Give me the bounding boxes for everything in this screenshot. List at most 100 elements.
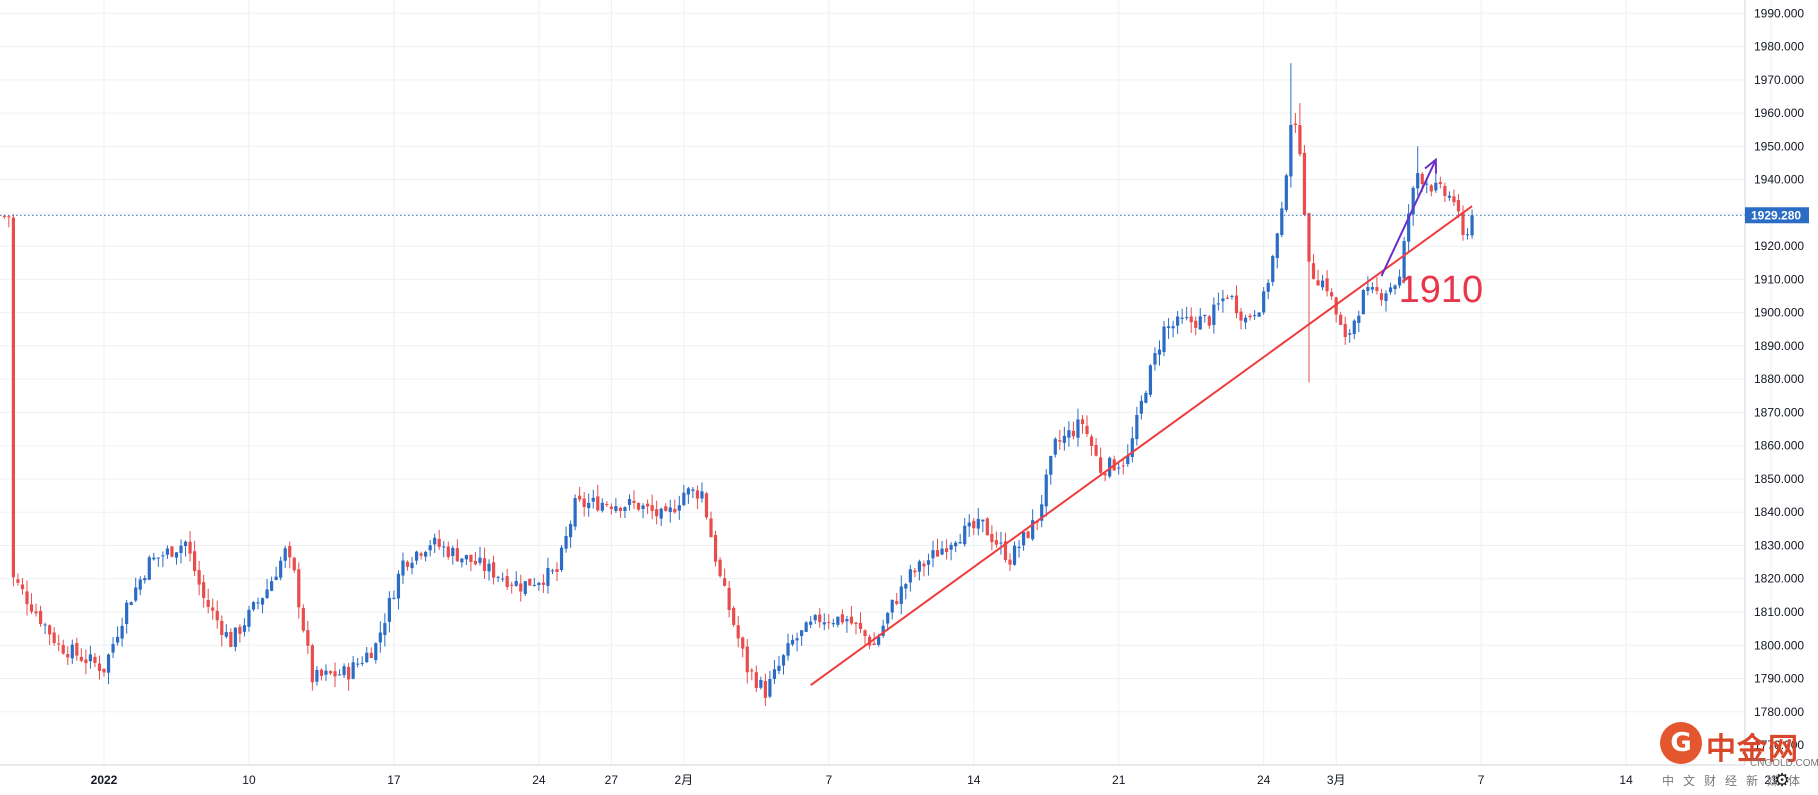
candle-body (858, 622, 863, 629)
y-tick-label: 1850.000 (1754, 472, 1804, 486)
candle-body (691, 489, 695, 491)
candle-body (70, 644, 74, 659)
time-axis[interactable]: 2022 10 17 24 27 2月 7 14 21 24 3月 7 14 21 (0, 764, 1778, 787)
candle-body (759, 679, 763, 688)
candle-body (1379, 293, 1384, 300)
candle-body (1058, 440, 1062, 442)
candle-body (963, 525, 967, 545)
candle-body (84, 659, 88, 664)
candle-body (813, 615, 817, 621)
candle-body (677, 505, 681, 511)
candle-body (1307, 213, 1311, 262)
x-tick-label: 17 (387, 773, 401, 787)
x-tick-label: 14 (1619, 773, 1633, 787)
candle-body (7, 216, 11, 218)
candle-body (1434, 182, 1438, 191)
candle-body (442, 546, 446, 548)
candle-body (1103, 473, 1107, 476)
x-tick-label: 14 (967, 773, 981, 787)
candle-body (741, 637, 745, 649)
candle-body (809, 621, 813, 625)
candle-body (990, 533, 994, 543)
candle-body (106, 654, 111, 673)
candle-body (193, 551, 197, 572)
candle-body (188, 541, 192, 554)
candle-body (202, 582, 206, 598)
y-tick-label: 1900.000 (1754, 306, 1804, 320)
candle-body (1207, 316, 1211, 326)
candle-body (786, 643, 790, 656)
candle-body (38, 610, 43, 625)
candle-body (686, 488, 690, 495)
candle-body (1339, 314, 1343, 325)
candle-body (347, 666, 351, 680)
candle-body (781, 655, 786, 666)
candle-body (994, 540, 999, 545)
candle-body (1121, 465, 1125, 467)
candle-body (877, 636, 881, 645)
candle-body (600, 502, 604, 511)
candle-body (419, 553, 423, 556)
candle-body (315, 670, 319, 682)
candle-body (655, 509, 659, 517)
candle-body (1443, 185, 1447, 196)
candle-body (523, 581, 527, 594)
candle-body (519, 583, 523, 592)
candle-body (872, 643, 876, 646)
candle-body (954, 542, 958, 547)
candle-body (1293, 123, 1297, 125)
candle-body (387, 597, 391, 622)
candle-body (1407, 213, 1411, 242)
x-tick-label: 27 (605, 773, 619, 787)
candle-body (1221, 298, 1225, 302)
candle-body (1284, 175, 1288, 210)
candle-body (505, 576, 509, 587)
candle-body (93, 656, 97, 663)
candle-body (405, 561, 410, 567)
candle-body (976, 519, 980, 529)
candle-body (1062, 435, 1066, 443)
y-tick-label: 1820.000 (1754, 572, 1804, 586)
candle-body (143, 578, 147, 581)
candle-body (306, 630, 310, 646)
candle-body (709, 518, 713, 538)
y-tick-label: 1810.000 (1754, 605, 1804, 619)
candle-body (1080, 419, 1085, 425)
y-tick-label: 1980.000 (1754, 40, 1804, 54)
candle-body (1040, 504, 1044, 521)
candle-body (1370, 287, 1374, 290)
candle-body (1126, 455, 1130, 464)
candle-body (437, 538, 441, 547)
candle-body (605, 503, 609, 505)
y-tick-label: 1830.000 (1754, 538, 1804, 552)
candle-body (233, 627, 237, 647)
candle-body (510, 584, 514, 586)
gear-icon[interactable]: ⚙ (1774, 770, 1791, 790)
candle-body (1384, 293, 1388, 302)
candle-body (908, 569, 912, 583)
candle-body (1334, 297, 1338, 315)
y-tick-label: 1920.000 (1754, 239, 1804, 253)
candle-body (256, 602, 260, 604)
candle-body (723, 578, 727, 586)
price-axis[interactable]: 1780.000 1790.000 1800.000 1810.000 1820.000… (1744, 0, 1809, 765)
candle-body (949, 544, 953, 550)
candle-body (1212, 304, 1216, 325)
candle-body (20, 584, 25, 590)
candle-body (1049, 455, 1053, 475)
candle-body (1456, 199, 1461, 212)
candle-body (238, 626, 242, 634)
candle-body (1157, 349, 1162, 355)
candle-body (1153, 353, 1157, 365)
candle-body (115, 636, 120, 643)
candle-body (274, 576, 278, 581)
candle-body (582, 498, 586, 508)
candle-body (392, 597, 396, 599)
candle-body (913, 570, 917, 573)
candle-body (1071, 430, 1076, 437)
candle-body (183, 541, 188, 547)
candle-body (297, 569, 301, 608)
candle-body (836, 616, 840, 625)
x-tick-label: 7 (825, 773, 832, 787)
